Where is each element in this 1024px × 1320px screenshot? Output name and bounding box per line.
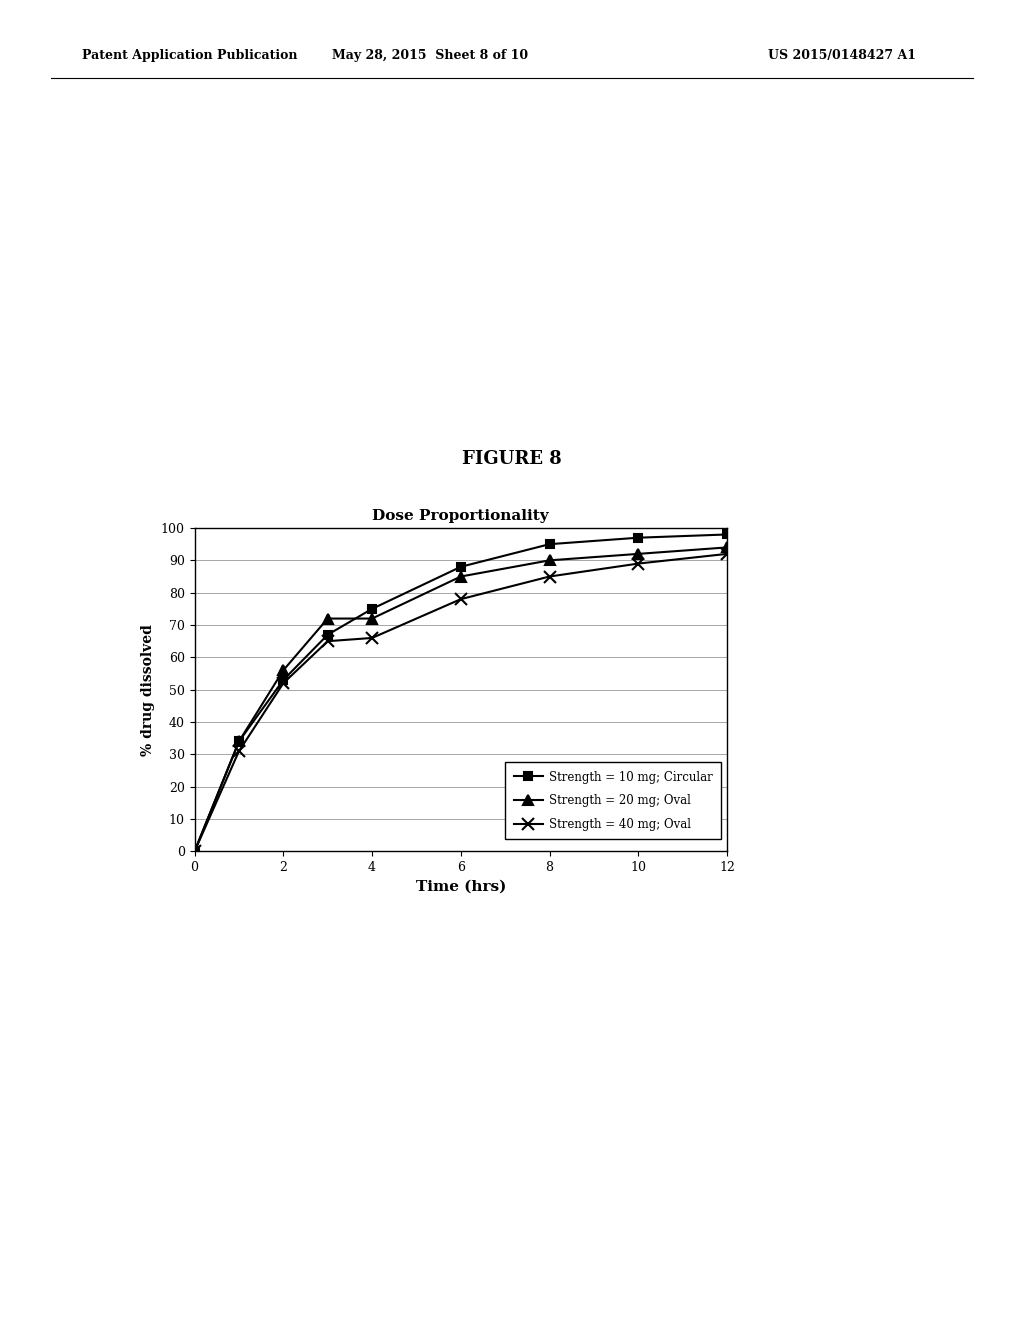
Strength = 10 mg; Circular <box>232 734 245 750</box>
Text: Patent Application Publication: Patent Application Publication <box>82 49 297 62</box>
Strength = 10 mg; Circular <box>721 527 733 543</box>
Strength = 20 mg; Oval <box>188 843 201 859</box>
Line: Strength = 10 mg; Circular: Strength = 10 mg; Circular <box>190 531 731 855</box>
Legend: Strength = 10 mg; Circular, Strength = 20 mg; Oval, Strength = 40 mg; Oval: Strength = 10 mg; Circular, Strength = 2… <box>506 762 721 840</box>
Strength = 10 mg; Circular <box>632 529 644 545</box>
X-axis label: Time (hrs): Time (hrs) <box>416 879 506 894</box>
Strength = 20 mg; Oval <box>632 546 644 562</box>
Text: May 28, 2015  Sheet 8 of 10: May 28, 2015 Sheet 8 of 10 <box>332 49 528 62</box>
Strength = 40 mg; Oval <box>455 591 467 607</box>
Strength = 20 mg; Oval <box>721 540 733 556</box>
Strength = 10 mg; Circular <box>188 843 201 859</box>
Strength = 40 mg; Oval <box>721 546 733 562</box>
Strength = 10 mg; Circular <box>544 536 556 552</box>
Line: Strength = 40 mg; Oval: Strength = 40 mg; Oval <box>189 548 732 857</box>
Strength = 40 mg; Oval <box>632 556 644 572</box>
Strength = 20 mg; Oval <box>544 552 556 568</box>
Strength = 20 mg; Oval <box>455 569 467 585</box>
Strength = 10 mg; Circular <box>322 627 334 643</box>
Strength = 40 mg; Oval <box>322 634 334 649</box>
Text: US 2015/0148427 A1: US 2015/0148427 A1 <box>768 49 916 62</box>
Strength = 40 mg; Oval <box>366 630 378 645</box>
Text: FIGURE 8: FIGURE 8 <box>462 450 562 469</box>
Strength = 40 mg; Oval <box>232 743 245 759</box>
Strength = 40 mg; Oval <box>188 843 201 859</box>
Strength = 40 mg; Oval <box>278 676 290 692</box>
Strength = 20 mg; Oval <box>278 663 290 678</box>
Strength = 20 mg; Oval <box>322 611 334 627</box>
Strength = 20 mg; Oval <box>366 611 378 627</box>
Strength = 10 mg; Circular <box>278 672 290 688</box>
Title: Dose Proportionality: Dose Proportionality <box>373 508 549 523</box>
Line: Strength = 20 mg; Oval: Strength = 20 mg; Oval <box>189 543 732 857</box>
Strength = 20 mg; Oval <box>232 734 245 750</box>
Y-axis label: % drug dissolved: % drug dissolved <box>141 624 156 755</box>
Strength = 10 mg; Circular <box>366 601 378 616</box>
Strength = 10 mg; Circular <box>455 558 467 574</box>
Strength = 40 mg; Oval <box>544 569 556 585</box>
